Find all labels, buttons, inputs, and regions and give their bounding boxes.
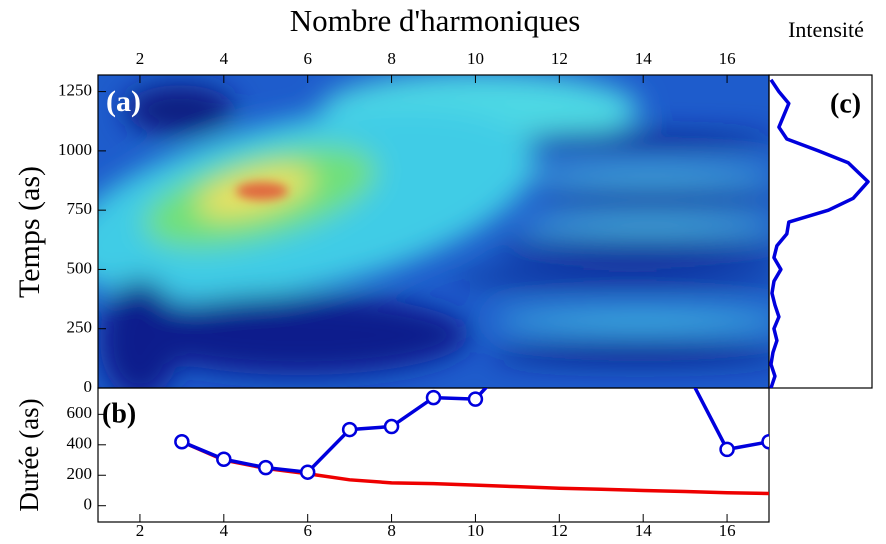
x-tick-label: 12 [551, 521, 568, 539]
x-tick-label: 4 [220, 49, 229, 68]
y-tick-label: 0 [84, 377, 93, 396]
y-tick-label: 1250 [58, 81, 92, 100]
x-tick-label: 4 [220, 521, 229, 539]
frame [97, 387, 770, 523]
marker [383, 418, 400, 435]
x-tick-label: 8 [387, 49, 396, 68]
plot-area [174, 388, 769, 496]
x-tick-label: 8 [387, 521, 396, 539]
y-tick-label: 0 [84, 495, 93, 514]
x-tick-label: 2 [136, 521, 145, 539]
marker [341, 421, 358, 438]
marker [761, 434, 769, 450]
x-tick-label: 6 [303, 49, 312, 68]
y-tick-label: 250 [67, 318, 93, 337]
x-tick-label: 12 [551, 49, 568, 68]
marker [467, 391, 484, 407]
marker [425, 389, 442, 406]
x-tick-label: 6 [303, 521, 312, 539]
title: Intensité [788, 17, 864, 42]
panel-label: (a) [106, 85, 141, 118]
y-axis-title: Temps (as) [13, 166, 46, 298]
y-tick-label: 400 [67, 434, 93, 453]
y-tick-label: 750 [67, 199, 93, 218]
y-tick-label: 600 [67, 403, 93, 422]
intensity-line [769, 78, 870, 388]
panel-label: (b) [102, 398, 136, 429]
title: Nombre d'harmoniques [290, 3, 581, 38]
marker [258, 459, 274, 476]
marker [216, 451, 232, 468]
panel-label: (c) [830, 88, 861, 119]
marker [299, 464, 316, 480]
marker [174, 434, 190, 450]
x-tick-label: 16 [719, 521, 736, 539]
x-tick-label: 10 [467, 49, 484, 68]
x-tick-label: 2 [136, 49, 145, 68]
x-tick-label: 14 [635, 49, 653, 68]
y-tick-label: 200 [67, 464, 93, 483]
x-tick-label: 16 [719, 49, 736, 68]
x-tick-label: 14 [635, 521, 653, 539]
heatmap [98, 75, 769, 388]
y-tick-label: 500 [67, 258, 93, 277]
marker [719, 441, 735, 458]
x-tick-label: 10 [467, 521, 484, 539]
y-tick-label: 1000 [58, 140, 92, 159]
frame [768, 74, 873, 389]
plot-area [769, 78, 870, 388]
y-axis-title: Durée (as) [14, 398, 44, 511]
